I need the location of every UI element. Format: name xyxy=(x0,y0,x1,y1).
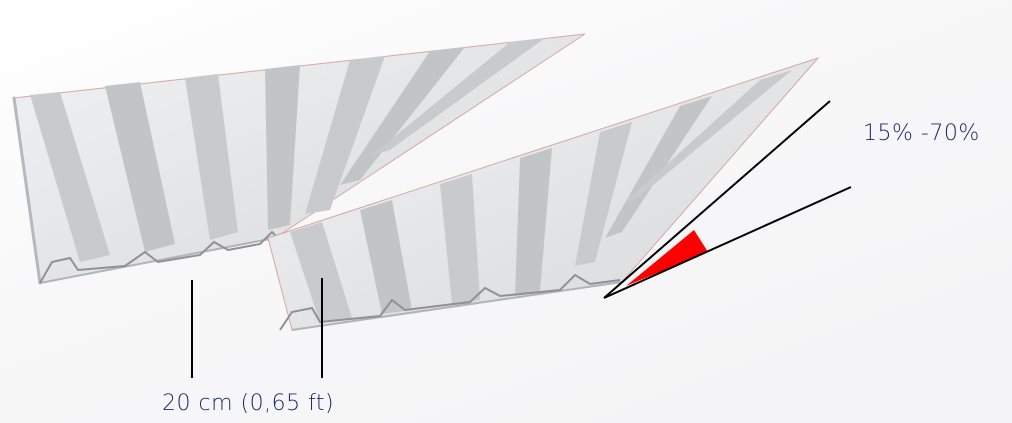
slope-line-upper xyxy=(603,100,831,299)
front-roof-sheet xyxy=(267,56,820,331)
slope-range-label: 15% -70% xyxy=(863,121,980,146)
front-sheet-profile xyxy=(279,273,621,331)
slope-angle-indicator xyxy=(603,100,852,299)
overlap-indicator xyxy=(191,278,323,378)
slope-line-lower xyxy=(603,186,852,299)
back-sheet-ribs xyxy=(12,38,545,285)
back-roof-sheet xyxy=(12,33,586,285)
overlap-length-label: 20 cm (0,65 ft) xyxy=(162,391,335,416)
slope-angle-wedge xyxy=(626,230,708,286)
back-sheet-profile xyxy=(39,230,283,284)
front-sheet-ribs xyxy=(290,70,792,331)
